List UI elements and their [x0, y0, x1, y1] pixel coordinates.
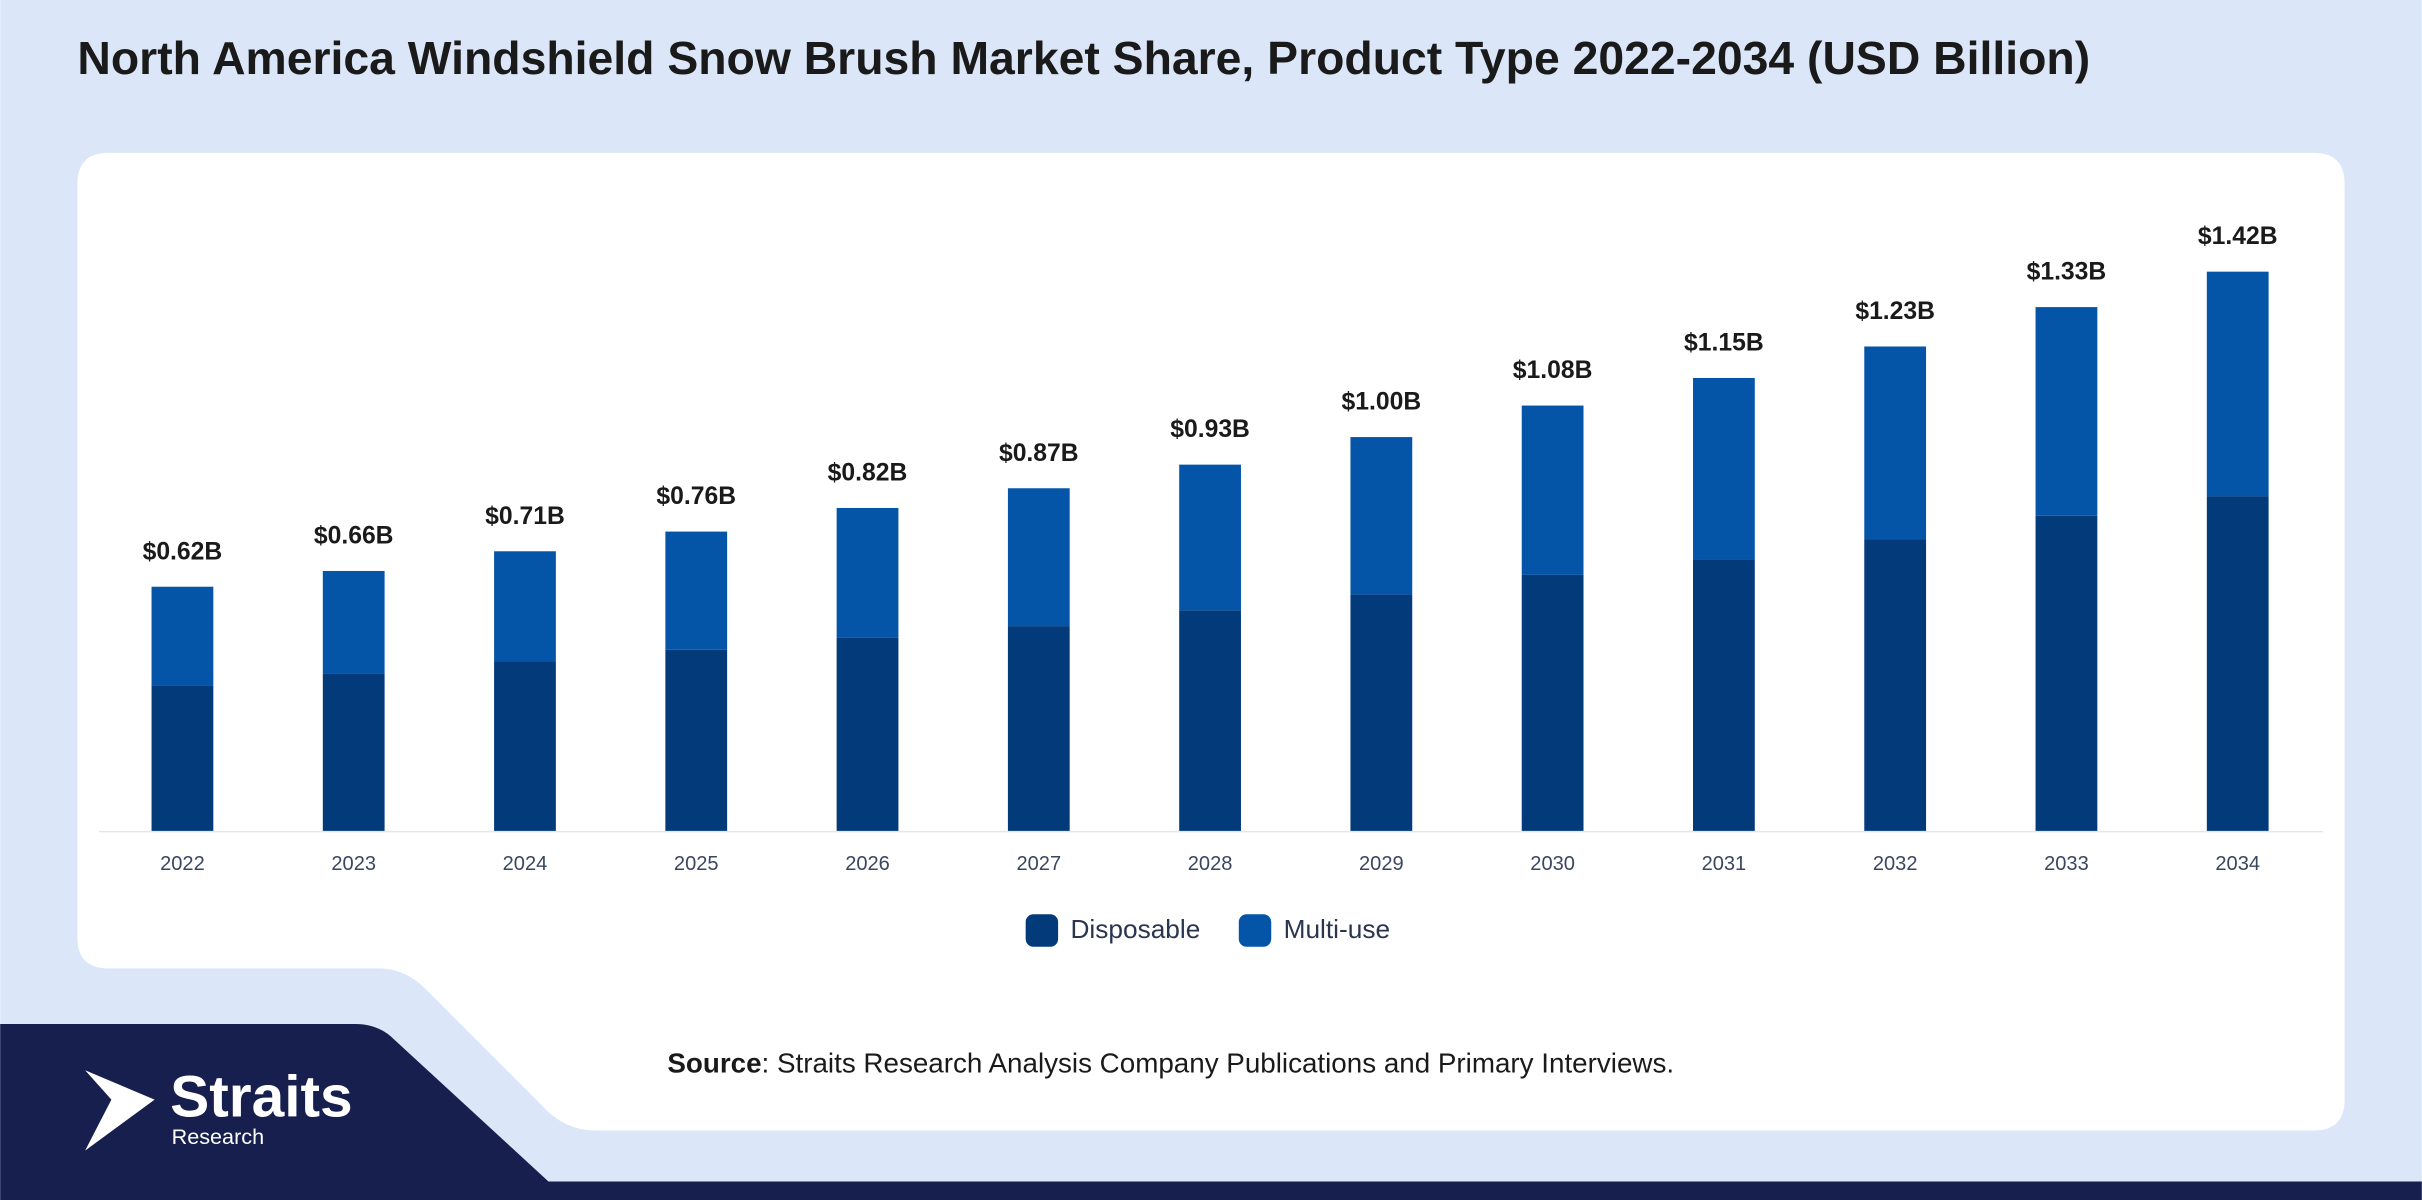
bar-segment: [322, 673, 385, 831]
bar-segment: [494, 551, 556, 662]
bar-segment: [836, 637, 899, 831]
logo-icon: [85, 1070, 155, 1151]
total-label: $1.00B: [1342, 389, 1422, 416]
bar-segment: [836, 507, 899, 638]
total-label: $1.33B: [2027, 259, 2107, 286]
legend-swatch: [1238, 914, 1272, 947]
legend-label: Disposable: [1070, 914, 1200, 944]
total-label: $0.87B: [999, 440, 1079, 467]
total-label: $1.23B: [1855, 298, 1935, 325]
logo-sub: Research: [172, 1124, 264, 1149]
total-label: $0.82B: [828, 460, 908, 487]
x-tick-label: 2031: [1702, 853, 1747, 875]
bar-segment: [1007, 488, 1070, 627]
source: Source: Straits Research Analysis Compan…: [667, 1048, 1674, 1079]
source-label: Source: [667, 1048, 761, 1079]
bar-segment: [1521, 574, 1584, 831]
x-tick-label: 2033: [2044, 853, 2089, 875]
x-tick-label: 2024: [503, 853, 548, 875]
x-tick-label: 2027: [1016, 853, 1061, 875]
x-tick-label: 2028: [1188, 853, 1233, 875]
bar-segment: [2035, 307, 2098, 516]
bar-segment: [1864, 346, 1927, 540]
bar-segment: [1179, 464, 1241, 611]
bar-segment: [1007, 626, 1070, 831]
x-tick-label: 2034: [2215, 853, 2260, 875]
legend-label: Multi-use: [1284, 914, 1391, 944]
total-label: $0.71B: [485, 503, 565, 530]
bar-segment: [2035, 515, 2098, 831]
bar-segment: [1350, 437, 1413, 595]
bar-segment: [665, 649, 728, 831]
bar-segment: [1693, 377, 1755, 560]
legend-swatch: [1025, 914, 1059, 947]
bar-segment: [1179, 610, 1241, 831]
bar-segment: [1864, 539, 1927, 831]
logo-name: Straits: [170, 1065, 353, 1130]
total-label: $0.62B: [143, 538, 223, 565]
x-tick-label: 2023: [331, 853, 376, 875]
total-label: $1.42B: [2198, 223, 2278, 250]
x-tick-label: 2022: [160, 853, 205, 875]
bar-segment: [151, 685, 214, 831]
bar-segment: [1693, 559, 1755, 831]
total-label: $1.08B: [1513, 357, 1593, 384]
total-label: $0.66B: [314, 523, 394, 550]
bar-segment: [322, 570, 385, 674]
x-tick-label: 2032: [1873, 853, 1918, 875]
bar-segment: [1350, 594, 1413, 831]
source-text: : Straits Research Analysis Company Publ…: [762, 1048, 1675, 1079]
bar-segment: [151, 586, 214, 686]
logo-panel: [0, 1023, 2422, 1200]
total-label: $1.15B: [1684, 330, 1764, 357]
x-tick-label: 2026: [845, 853, 890, 875]
total-label: $0.76B: [656, 483, 736, 510]
bar-segment: [2206, 271, 2269, 497]
bar-segment: [2206, 496, 2269, 831]
bar-segment: [494, 661, 556, 831]
bar-segment: [1521, 405, 1584, 575]
total-label: $0.93B: [1170, 416, 1250, 443]
x-tick-label: 2030: [1530, 853, 1575, 875]
bar-segment: [665, 531, 728, 650]
x-tick-label: 2025: [674, 853, 719, 875]
chart-title: North America Windshield Snow Brush Mark…: [77, 32, 2090, 84]
x-tick-label: 2029: [1359, 853, 1404, 875]
